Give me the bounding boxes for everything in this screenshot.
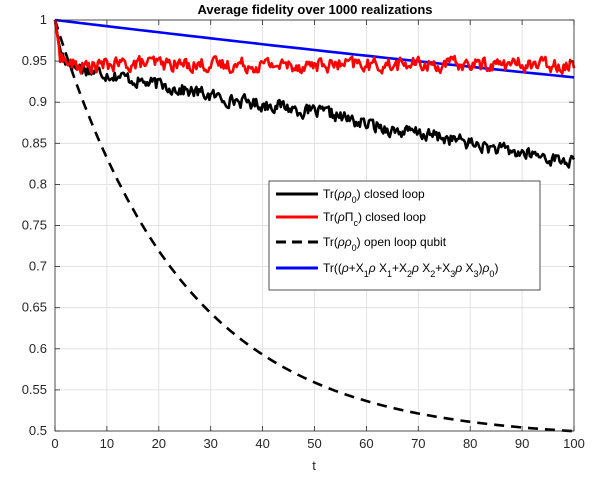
series-line-3 (54, 18, 575, 79)
ticks: 0 10 20 30 40 50 60 70 80 90 100 0.5 0.55 0.6 0.65 0.7 0… (22, 12, 585, 451)
y-tick-label: 0.5 (29, 423, 47, 438)
series-line-2 (53, 19, 575, 433)
series-layer (53, 18, 576, 433)
x-tick-label: 50 (307, 436, 321, 451)
x-tick-label: 90 (515, 436, 529, 451)
legend-entry-projector-closed-loop: Tr(ρΠc) closed loop (323, 210, 426, 228)
y-tick-label: 1 (40, 12, 47, 27)
x-tick-label: 60 (359, 436, 373, 451)
chart-title: Average fidelity over 1000 realizations (197, 2, 432, 17)
x-tick-label: 70 (411, 436, 425, 451)
y-tick-label: 0.85 (22, 135, 47, 150)
x-axis-label: t (312, 458, 316, 473)
y-tick-label: 0.7 (29, 259, 47, 274)
x-tick-label: 30 (203, 436, 217, 451)
y-tick-label: 0.6 (29, 341, 47, 356)
y-tick-label: 0.95 (22, 53, 47, 68)
x-tick-label: 80 (463, 436, 477, 451)
legend-entry-closed-loop: Tr(ρρ0) closed loop (323, 187, 425, 205)
y-tick-label: 0.9 (29, 94, 47, 109)
y-tick-label: 0.8 (29, 176, 47, 191)
x-tick-label: 40 (255, 436, 269, 451)
y-tick-label: 0.55 (22, 382, 47, 397)
series-line-0 (53, 19, 576, 169)
y-tick-label: 0.75 (22, 218, 47, 233)
x-tick-label: 10 (100, 436, 114, 451)
x-tick-label: 20 (152, 436, 166, 451)
legend-box (268, 180, 541, 291)
series-line-1 (53, 19, 576, 75)
legend: Tr(ρρ0) closed loop Tr(ρΠc) closed loop … (268, 180, 541, 291)
x-tick-label: 100 (563, 436, 585, 451)
y-tick-label: 0.65 (22, 300, 47, 315)
x-tick-label: 0 (51, 436, 58, 451)
